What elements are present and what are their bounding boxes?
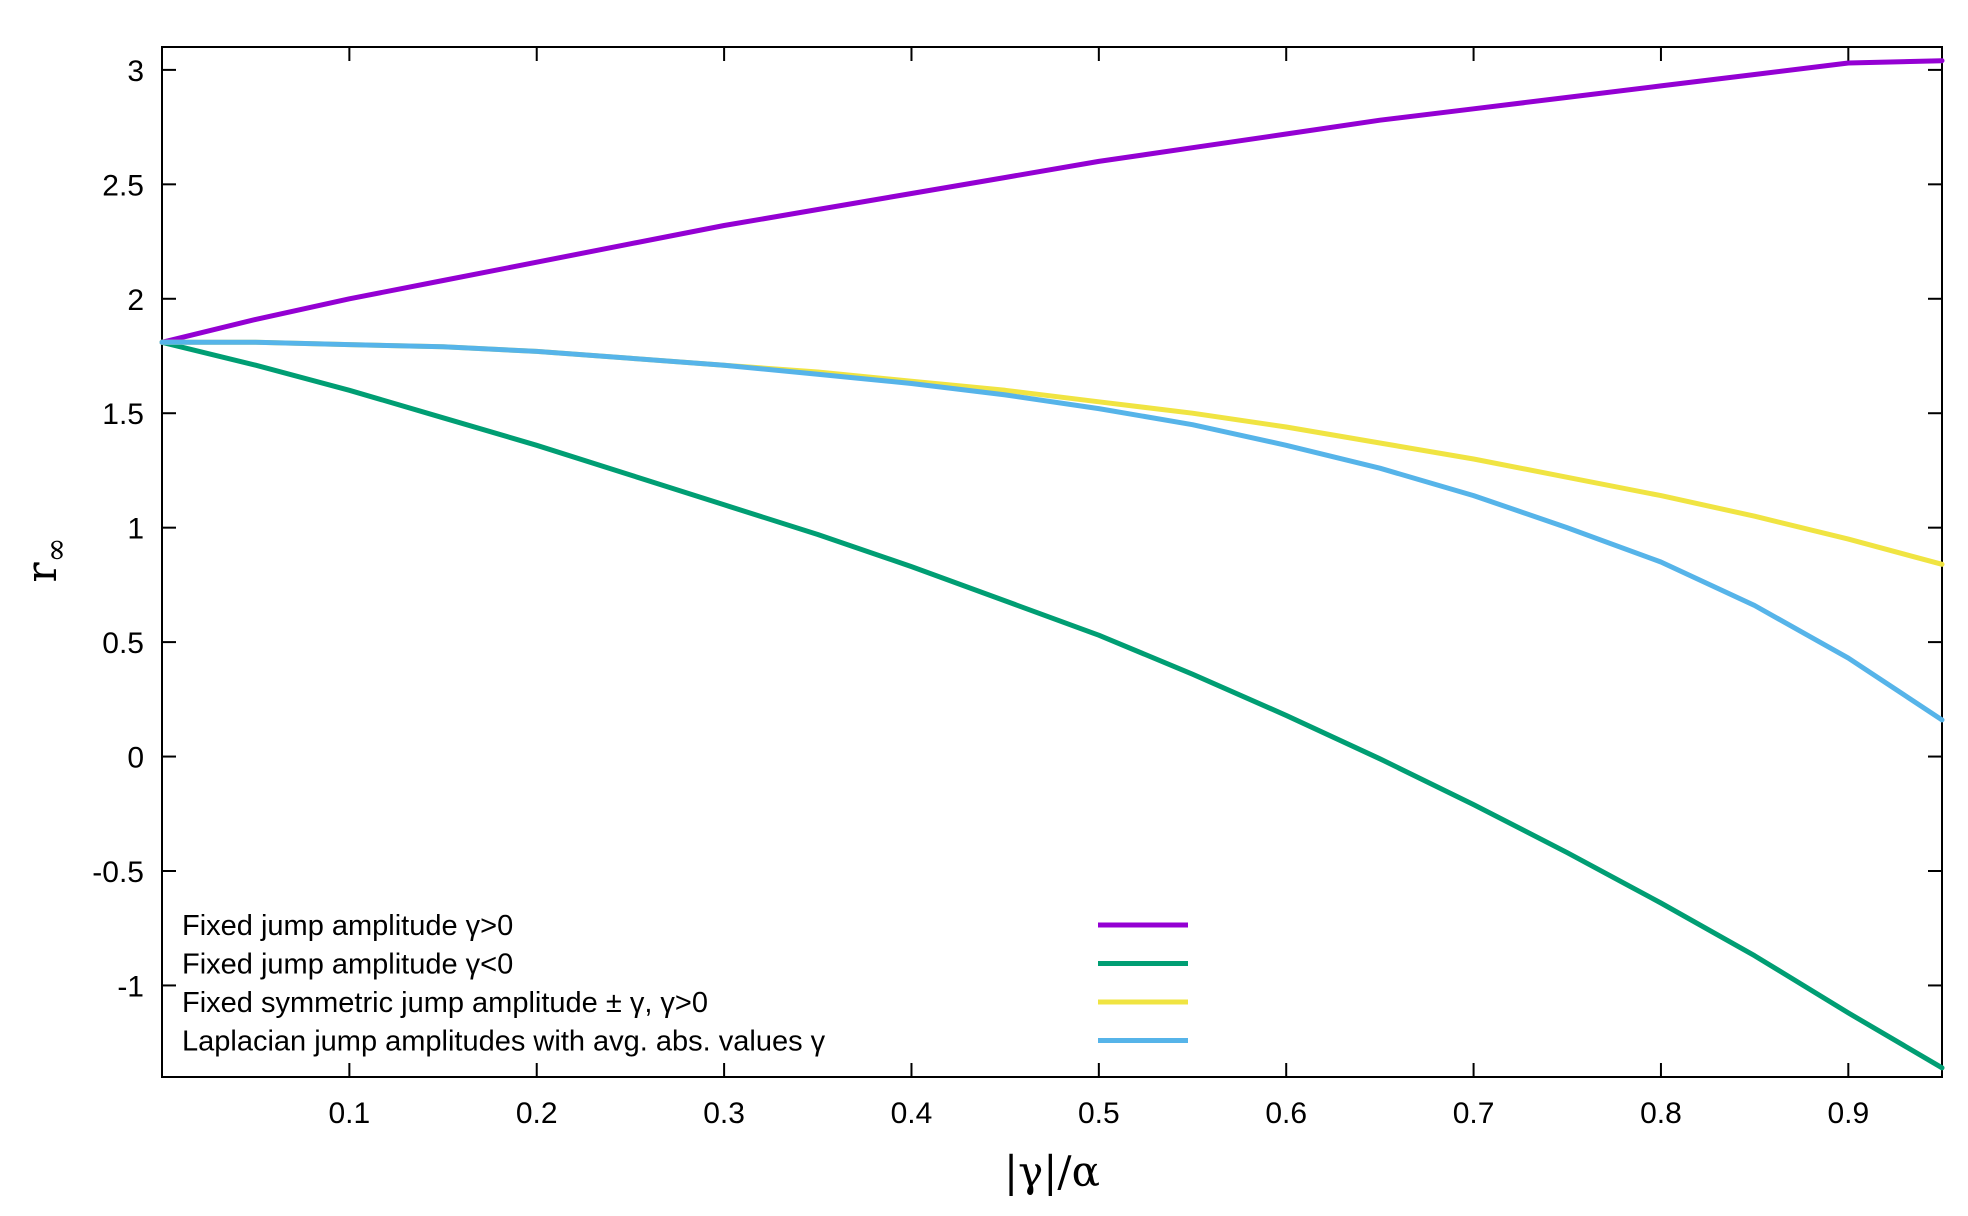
y-tick-label: 1.5	[102, 398, 144, 431]
x-tick-label: 0.8	[1640, 1097, 1682, 1130]
series-line-3	[159, 339, 1945, 567]
x-tick-label: 0.9	[1827, 1097, 1869, 1130]
y-axis-title-main: r	[17, 562, 66, 583]
y-axis-title-subscript: ∞	[39, 537, 74, 562]
legend-label-3: Fixed symmetric jump amplitude ± γ, γ>0	[182, 987, 708, 1019]
y-axis-ticks: -1 -0.5 0 0.5 1 1.5 2 2.5 3	[92, 55, 1942, 1003]
y-tick-label: 2	[127, 284, 144, 317]
x-tick-label: 0.2	[516, 1097, 558, 1130]
x-tick-label: 0.7	[1453, 1097, 1495, 1130]
x-tick-label: 0.1	[329, 1097, 371, 1130]
legend-label-4: Laplacian jump amplitudes with avg. abs.…	[182, 1026, 826, 1058]
series-line-4	[159, 339, 1945, 723]
y-tick-label: 2.5	[102, 169, 144, 202]
y-tick-label: 0.5	[102, 627, 144, 660]
y-tick-label: -1	[117, 970, 144, 1003]
legend-label-1: Fixed jump amplitude γ>0	[182, 910, 513, 942]
series-line-2	[159, 339, 1945, 1071]
series-lines	[159, 58, 1945, 1071]
x-tick-label: 0.6	[1265, 1097, 1307, 1130]
y-axis-title: r∞	[17, 537, 74, 582]
x-axis-title: |γ|/α	[1004, 1147, 1100, 1196]
x-axis-ticks: 0.1 0.2 0.3 0.4 0.5 0.6 0.7 0.8 0.9	[329, 47, 1869, 1130]
legend-label-2: Fixed jump amplitude γ<0	[182, 949, 513, 981]
y-tick-label: -0.5	[92, 856, 144, 889]
x-tick-label: 0.4	[891, 1097, 933, 1130]
legend: Fixed jump amplitude γ>0 Fixed jump ampli…	[182, 910, 1188, 1058]
series-line-1	[159, 58, 1945, 345]
y-tick-label: 1	[127, 513, 144, 546]
y-tick-label: 3	[127, 55, 144, 88]
y-tick-label: 0	[127, 742, 144, 775]
svg-text:r∞: r∞	[17, 537, 74, 582]
x-tick-label: 0.3	[703, 1097, 745, 1130]
x-tick-label: 0.5	[1078, 1097, 1120, 1130]
